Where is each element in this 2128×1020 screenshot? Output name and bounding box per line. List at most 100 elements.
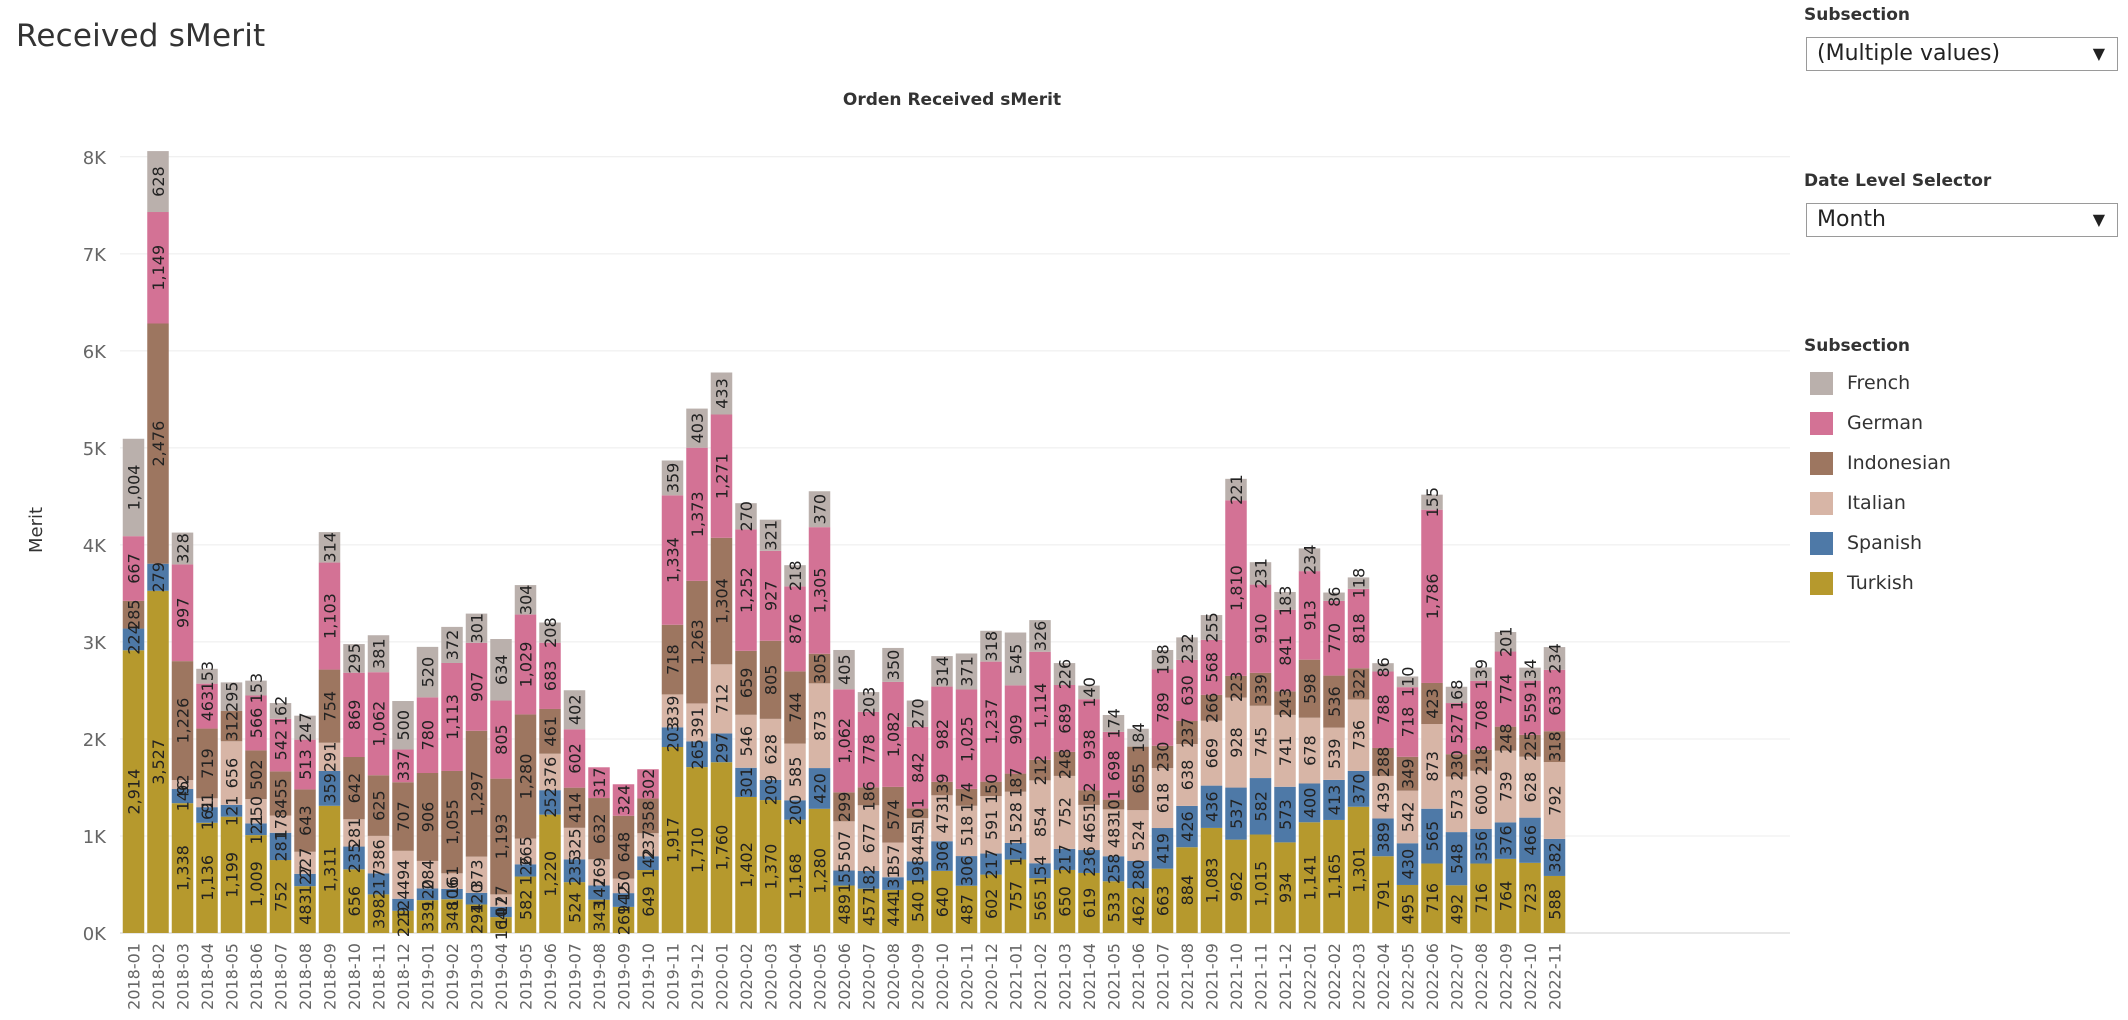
x-tick-label: 2019-01 <box>419 943 438 1010</box>
data-label: 250 <box>247 796 266 827</box>
bar-segment <box>980 853 1002 875</box>
bar-segment <box>245 835 267 933</box>
bar-segment <box>196 668 218 684</box>
bar-segment <box>122 628 145 651</box>
bar-segment <box>1494 858 1517 933</box>
data-label: 337 <box>394 751 413 782</box>
data-label: 723 <box>1521 883 1540 914</box>
data-label: 382 <box>1546 842 1565 873</box>
bar-segment <box>735 503 757 530</box>
bar-segment <box>1102 881 1125 933</box>
data-label: 462 <box>1129 895 1148 926</box>
data-label: 152 <box>1080 782 1099 813</box>
bar-segment <box>882 877 904 890</box>
bar-segment <box>1078 699 1100 791</box>
bar-segment <box>294 886 316 933</box>
data-label: 873 <box>811 710 830 741</box>
data-label: 306 <box>933 841 952 872</box>
data-label: 2,476 <box>149 421 168 467</box>
data-label: 574 <box>884 799 903 830</box>
bar-segment <box>539 642 561 709</box>
bar-segment <box>931 686 953 782</box>
bar-segment <box>171 803 194 933</box>
data-label: 237 <box>639 829 658 860</box>
data-label: 1,113 <box>443 694 462 740</box>
bar-segment <box>1029 780 1051 864</box>
data-label: 370 <box>1350 774 1369 805</box>
data-label: 492 <box>1448 894 1467 925</box>
bar-segment <box>318 562 341 670</box>
data-label: 997 <box>174 597 193 628</box>
legend-swatch <box>1810 411 1833 435</box>
data-label: 495 <box>1399 894 1418 925</box>
data-label: 92 <box>174 774 193 794</box>
data-label: 663 <box>1154 886 1173 917</box>
bar-segment <box>735 650 757 715</box>
x-tick-label: 2018-01 <box>125 943 144 1010</box>
data-label: 582 <box>1252 791 1271 822</box>
data-label: 281 <box>272 831 291 862</box>
data-label: 527 <box>1448 713 1467 744</box>
legend-item-turkish[interactable]: Turkish <box>1810 569 1914 597</box>
bar-segment <box>784 800 806 820</box>
bar-segment <box>1445 703 1468 755</box>
bar-segment <box>1519 667 1541 681</box>
data-label: 1,402 <box>737 842 756 888</box>
legend-item-indonesian[interactable]: Indonesian <box>1810 449 1951 477</box>
bar-segment <box>441 626 463 663</box>
bar-segment <box>367 775 390 836</box>
bar-segment <box>465 892 488 905</box>
bar-segment <box>980 630 1002 662</box>
bar-segment <box>661 624 684 695</box>
subsection-dropdown[interactable]: (Multiple values) ▼ <box>1806 37 2118 71</box>
data-label: 229 <box>394 907 413 938</box>
bar-segment <box>1470 667 1492 681</box>
data-label: 698 <box>1105 750 1124 781</box>
data-label: 444 <box>884 896 903 927</box>
data-label: 1,220 <box>541 851 560 897</box>
data-label: 318 <box>982 631 1001 662</box>
bar-segment <box>906 808 929 819</box>
legend-item-german[interactable]: German <box>1810 409 1923 437</box>
bar-segment <box>1102 714 1125 732</box>
bar-segment <box>1249 834 1272 933</box>
data-label: 107 <box>492 897 511 928</box>
bar-segment <box>563 690 586 730</box>
bar-segment <box>539 814 561 933</box>
data-label: 270 <box>909 698 928 729</box>
bar-segment <box>1494 651 1517 727</box>
legend-item-french[interactable]: French <box>1810 369 1910 397</box>
bar-segment <box>367 635 390 673</box>
date-level-dropdown[interactable]: Month ▼ <box>1806 203 2118 237</box>
data-label: 304 <box>517 585 536 616</box>
x-tick-label: 2019-11 <box>664 943 683 1010</box>
bar-segment <box>1102 799 1125 810</box>
bar-segment <box>269 815 292 833</box>
bar-segment <box>759 779 782 801</box>
bar-segment <box>1225 697 1247 788</box>
y-tick-label: 3K <box>83 633 107 654</box>
data-label: 218 <box>786 560 805 591</box>
y-tick-label: 5K <box>83 439 107 460</box>
data-label: 248 <box>1497 723 1516 754</box>
data-label: 540 <box>909 892 928 923</box>
legend-item-spanish[interactable]: Spanish <box>1810 529 1922 557</box>
bar-segment <box>710 762 733 933</box>
bar-segment <box>1347 699 1370 771</box>
bar-segment <box>661 495 684 625</box>
data-label: 884 <box>1178 875 1197 906</box>
legend-item-italian[interactable]: Italian <box>1810 489 1906 517</box>
data-label: 325 <box>566 828 585 859</box>
data-label: 667 <box>125 553 144 584</box>
data-label: 718 <box>1399 707 1418 738</box>
data-label: 1,082 <box>884 711 903 757</box>
data-label: 208 <box>541 617 560 648</box>
bar-segment <box>416 860 439 889</box>
data-label: 139 <box>1472 659 1491 690</box>
bar-segment <box>931 841 953 871</box>
data-label: 1,305 <box>811 568 830 614</box>
data-label: 716 <box>1472 883 1491 914</box>
data-label: 876 <box>786 614 805 645</box>
data-label: 131 <box>884 868 903 899</box>
bar-segment <box>220 711 243 742</box>
